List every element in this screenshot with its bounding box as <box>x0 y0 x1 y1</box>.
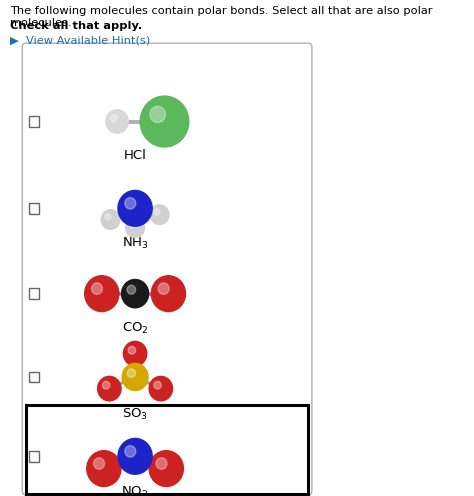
Circle shape <box>91 283 102 294</box>
Circle shape <box>154 381 161 389</box>
Circle shape <box>121 280 148 308</box>
Circle shape <box>123 341 147 366</box>
Text: SO$_3$: SO$_3$ <box>122 407 148 422</box>
Circle shape <box>118 190 152 226</box>
Circle shape <box>149 451 183 487</box>
Circle shape <box>122 364 148 390</box>
Circle shape <box>106 110 128 133</box>
Circle shape <box>156 458 167 469</box>
Text: HCl: HCl <box>124 149 146 162</box>
Circle shape <box>101 210 120 229</box>
Text: Check all that apply.: Check all that apply. <box>10 21 143 31</box>
FancyBboxPatch shape <box>26 405 308 494</box>
Circle shape <box>110 115 118 122</box>
Bar <box>29 372 39 382</box>
Text: NO$_2$: NO$_2$ <box>121 485 149 496</box>
Bar <box>29 116 39 127</box>
Circle shape <box>128 369 136 377</box>
Bar <box>29 288 39 299</box>
Circle shape <box>158 283 169 294</box>
Circle shape <box>127 285 136 294</box>
Circle shape <box>150 106 165 123</box>
Circle shape <box>125 197 136 209</box>
FancyBboxPatch shape <box>22 43 312 495</box>
Circle shape <box>126 218 145 238</box>
Circle shape <box>118 438 152 474</box>
Text: NH$_3$: NH$_3$ <box>122 236 148 250</box>
Text: The following molecules contain polar bonds. Select all that are also polar mole: The following molecules contain polar bo… <box>10 6 433 28</box>
Circle shape <box>125 445 136 457</box>
Circle shape <box>94 458 105 469</box>
Bar <box>29 203 39 214</box>
Circle shape <box>151 276 185 311</box>
Circle shape <box>102 381 110 389</box>
Text: CO$_2$: CO$_2$ <box>122 321 148 336</box>
Circle shape <box>140 96 189 147</box>
Text: ▶  View Available Hint(s): ▶ View Available Hint(s) <box>10 36 151 46</box>
Circle shape <box>154 209 160 215</box>
Circle shape <box>150 205 169 225</box>
Circle shape <box>129 222 136 228</box>
Circle shape <box>105 214 111 220</box>
Circle shape <box>87 451 121 487</box>
Circle shape <box>128 346 136 354</box>
Circle shape <box>85 276 119 311</box>
Circle shape <box>149 376 173 401</box>
Bar <box>29 451 39 462</box>
Circle shape <box>98 376 121 401</box>
